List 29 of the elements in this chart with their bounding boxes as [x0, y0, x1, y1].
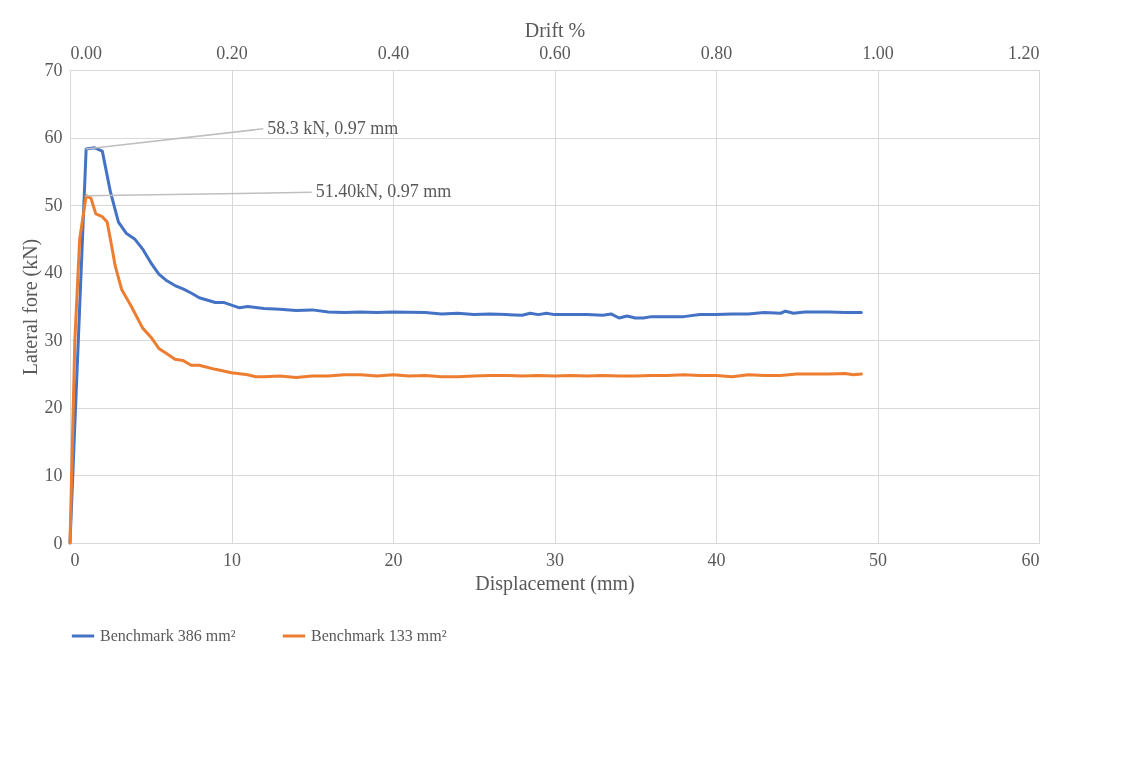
x2-tick-label: 0.60 — [539, 42, 571, 63]
x2-tick-label: 0.00 — [70, 42, 102, 63]
y-tick-label: 20 — [44, 397, 63, 418]
x2-tick-label: 0.20 — [216, 42, 248, 63]
legend-label: Benchmark 386 mm² — [100, 627, 236, 644]
x-tick-label: 50 — [869, 549, 887, 570]
x-tick-label: 60 — [1021, 549, 1040, 570]
x-tick-label: 10 — [223, 549, 241, 570]
y-tick-label: 40 — [44, 262, 63, 283]
x-tick-label: 20 — [384, 549, 403, 570]
y-tick-label: 10 — [44, 464, 63, 485]
y-tick-label: 70 — [44, 59, 63, 80]
x2-axis-title: Drift % — [524, 18, 586, 41]
legend-label: Benchmark 133 mm² — [311, 627, 447, 644]
x2-tick-label: 0.40 — [377, 42, 410, 63]
x-tick-label: 40 — [707, 549, 726, 570]
x2-tick-label: 1.00 — [862, 42, 894, 63]
y-tick-label: 50 — [44, 194, 63, 215]
x2-tick-label: 1.20 — [1008, 42, 1040, 63]
x-tick-label: 30 — [546, 549, 564, 570]
y-axis-title: Lateral fore (kN) — [18, 238, 42, 376]
x-tick-label: 0 — [70, 549, 80, 570]
x-axis-title: Displacement (mm) — [475, 571, 635, 595]
y-tick-label: 0 — [53, 532, 63, 553]
y-tick-label: 30 — [44, 329, 63, 350]
annotation: 58.3 kN, 0.97 mm — [267, 117, 399, 138]
y-tick-label: 60 — [44, 127, 63, 148]
annotation: 51.40kN, 0.97 mm — [315, 181, 452, 202]
x2-tick-label: 0.80 — [700, 42, 733, 63]
